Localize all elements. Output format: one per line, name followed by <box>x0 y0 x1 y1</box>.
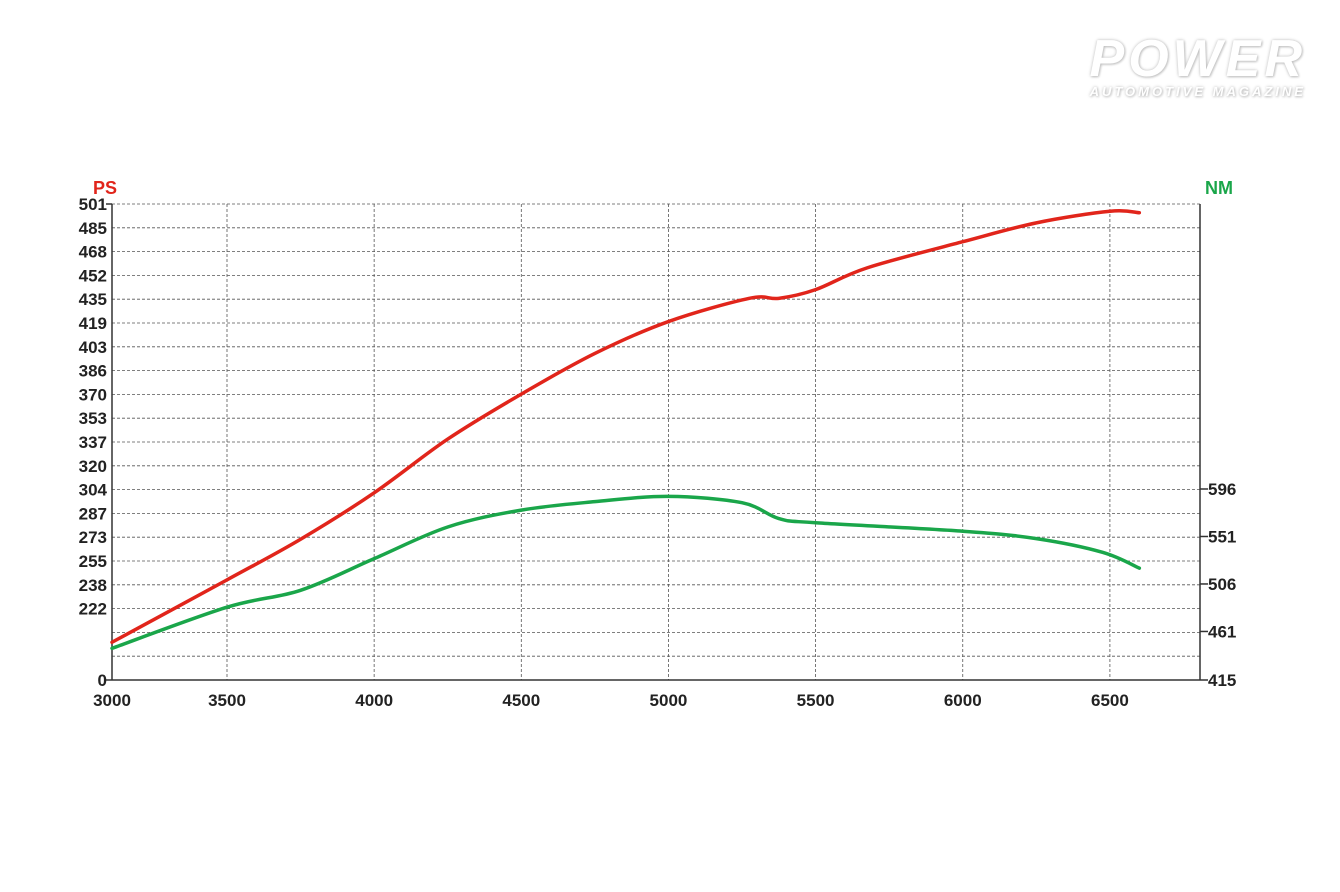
left-tick-label: 386 <box>79 362 107 381</box>
left-tick-label: 501 <box>79 195 107 214</box>
power-magazine-logo: POWER AUTOMOTIVE MAGAZINE <box>1089 30 1306 99</box>
right-axis-label: NM <box>1205 178 1233 198</box>
x-tick-label: 6500 <box>1091 691 1129 710</box>
left-tick-label: 403 <box>79 338 107 357</box>
logo-title: POWER <box>1089 30 1306 88</box>
left-tick-label: 320 <box>79 457 107 476</box>
left-tick-label: 287 <box>79 504 107 523</box>
right-tick-label: 461 <box>1208 622 1236 641</box>
left-tick-label: 222 <box>79 600 107 619</box>
left-axis-label: PS <box>93 178 117 198</box>
left-tick-label: 255 <box>79 552 107 571</box>
x-tick-label: 6000 <box>944 691 982 710</box>
x-tick-label: 4000 <box>355 691 393 710</box>
left-tick-label: 485 <box>79 219 107 238</box>
left-tick-label: 468 <box>79 243 107 262</box>
left-tick-label: 304 <box>79 481 108 500</box>
left-tick-label: 0 <box>98 671 107 690</box>
left-tick-label: 353 <box>79 409 107 428</box>
x-tick-label: 5000 <box>650 691 688 710</box>
left-tick-label: 452 <box>79 266 107 285</box>
right-tick-label: 596 <box>1208 480 1236 499</box>
left-tick-label: 370 <box>79 385 107 404</box>
x-tick-label: 4500 <box>502 691 540 710</box>
right-tick-label: 551 <box>1208 527 1236 546</box>
x-tick-label: 3000 <box>93 691 131 710</box>
left-tick-label: 337 <box>79 433 107 452</box>
left-tick-label: 435 <box>79 290 107 309</box>
axes <box>106 203 1208 681</box>
right-tick-label: 415 <box>1208 671 1236 690</box>
x-tick-label: 3500 <box>208 691 246 710</box>
logo-subtitle: AUTOMOTIVE MAGAZINE <box>1089 84 1306 99</box>
left-tick-label: 419 <box>79 314 107 333</box>
ps-curve <box>110 208 1142 645</box>
series-lines <box>110 208 1142 651</box>
nm-curve <box>110 494 1142 651</box>
tick-labels: 501 485 468 452 435 419 403 386 370 353 337 320 304 2… <box>79 195 1237 710</box>
left-tick-label: 238 <box>79 576 107 595</box>
x-tick-label: 5500 <box>797 691 835 710</box>
grid <box>112 203 1200 680</box>
right-tick-label: 506 <box>1208 575 1236 594</box>
left-tick-label: 273 <box>79 528 107 547</box>
